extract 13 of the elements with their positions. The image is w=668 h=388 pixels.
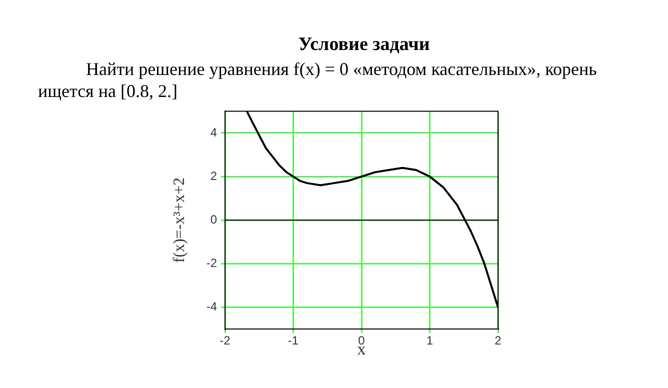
x-tick-label: -1 — [288, 334, 299, 348]
x-tick-label: 0 — [358, 334, 366, 348]
y-tick-label: 0 — [210, 212, 218, 226]
x-tick-label: -2 — [220, 334, 231, 348]
x-tick-label: 1 — [426, 334, 434, 348]
y-tick-label: 4 — [210, 125, 218, 140]
y-axis-title: f(x)=-x³+x+2 — [170, 178, 188, 263]
chart-subtitle: Найти решение уравнения f(x) = 0 «методом касательных», корень ищется на [0.8, 2.] — [38, 58, 598, 102]
y-tick-label: 2 — [210, 168, 218, 183]
y-tick-label: -2 — [206, 256, 218, 270]
y-tick-label: -4 — [206, 300, 218, 314]
chart-title: Условие задачи — [297, 34, 431, 56]
x-tick-label: 2 — [494, 334, 502, 348]
